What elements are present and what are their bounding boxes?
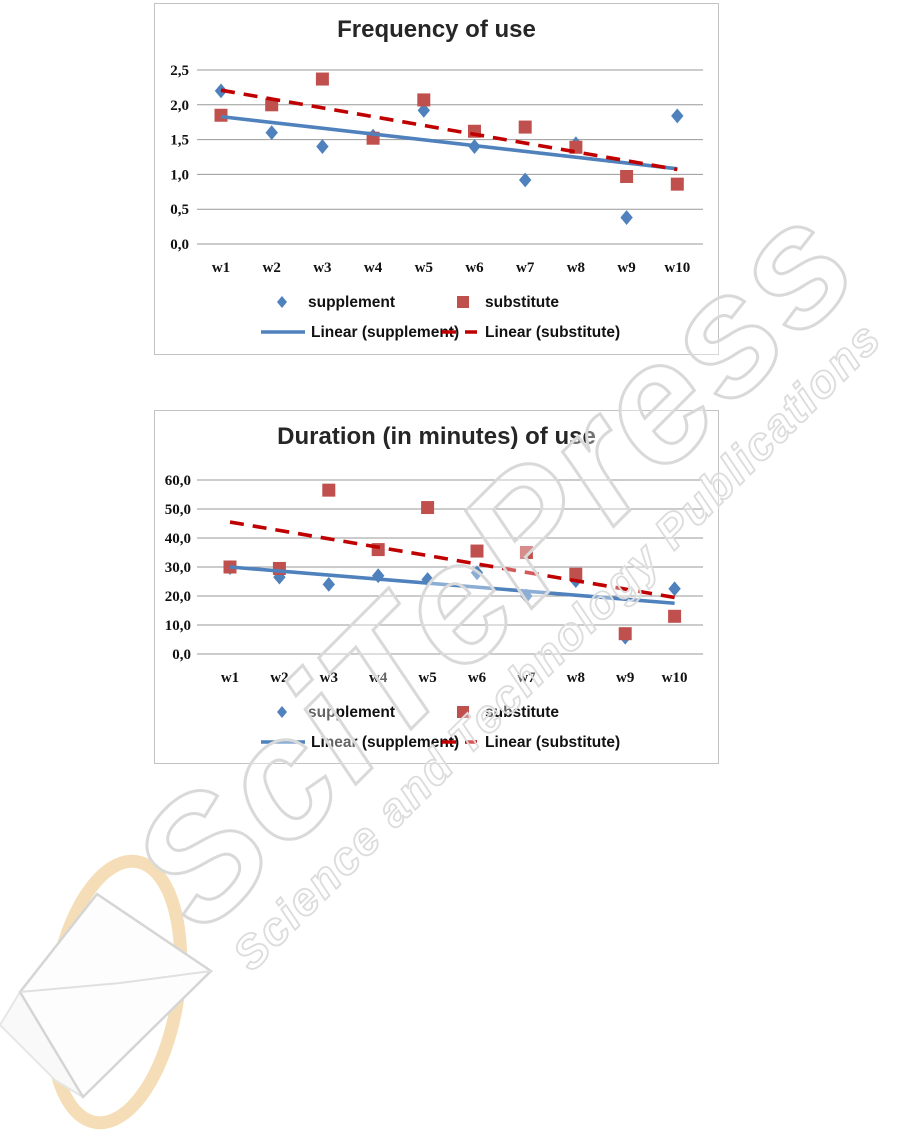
duration-chart-title: Duration (in minutes) of use: [277, 423, 596, 450]
x-tick-label: w9: [617, 260, 635, 276]
x-tick-label: w5: [418, 670, 436, 686]
x-tick-label: w4: [364, 260, 383, 276]
substitute-point-w7: [518, 120, 532, 134]
y-tick-label: 2,5: [170, 63, 189, 79]
legend-supplement-marker: [277, 296, 287, 308]
y-tick-label: 40,0: [165, 531, 191, 547]
substitute-point-w10: [668, 609, 682, 623]
x-tick-label: w6: [465, 260, 484, 276]
supplement-point-w5: [417, 102, 430, 118]
x-tick-label: w7: [516, 260, 535, 276]
x-tick-label: w9: [616, 670, 634, 686]
logo-back-sheet: [0, 990, 84, 1098]
substitute-point-w3: [315, 72, 329, 86]
y-tick-label: 0,0: [170, 237, 189, 253]
x-tick-label: w2: [270, 670, 288, 686]
x-tick-label: w8: [567, 670, 585, 686]
legend-substitute-marker: [457, 706, 469, 718]
y-tick-label: 50,0: [165, 502, 191, 518]
supplement-point-w2: [265, 125, 278, 141]
substitute-point-w6: [470, 544, 484, 558]
substitute-point-w9: [620, 169, 634, 183]
y-tick-label: 1,0: [170, 167, 189, 183]
legend-supplement-label: supplement: [308, 704, 395, 721]
legend-substitute-marker: [457, 296, 469, 308]
supplement-point-w9: [620, 210, 633, 225]
frequency-chart-title: Frequency of use: [337, 16, 536, 43]
substitute-point-w5: [421, 501, 435, 515]
y-tick-label: 2,0: [170, 98, 189, 114]
y-tick-label: 1,5: [170, 133, 189, 149]
legend-substitute-label: substitute: [485, 294, 559, 311]
duration-chart: Duration (in minutes) of use 60,0 50,0 40,…: [154, 410, 719, 764]
trendline-linear-substitute: [229, 520, 675, 600]
x-tick-label: w2: [263, 260, 281, 276]
duration-chart-plot: 60,0 50,0 40,0 30,0 20,0 10,0 0,0 w1 w2 w3 w4 w5 w6 w…: [165, 473, 703, 751]
y-tick-label: 0,5: [170, 202, 189, 218]
substitute-point-w5: [417, 93, 431, 107]
legend-supplement-label: supplement: [308, 294, 395, 311]
publisher-logo: [0, 854, 213, 1130]
legend-linear-substitute-label: Linear (substitute): [485, 734, 620, 751]
supplement-point-w6: [470, 565, 484, 581]
x-tick-label: w3: [313, 260, 331, 276]
substitute-point-w10: [670, 177, 684, 191]
x-tick-label: w10: [664, 260, 690, 276]
y-tick-label: 10,0: [165, 618, 191, 634]
x-tick-label: w6: [468, 670, 487, 686]
legend-supplement-marker: [277, 706, 287, 718]
supplement-point-w10: [671, 108, 684, 124]
legend-substitute-label: substitute: [485, 704, 559, 721]
trendline-linear-supplement: [220, 114, 678, 171]
x-tick-label: w7: [517, 670, 536, 686]
y-tick-label: 30,0: [165, 560, 191, 576]
x-tick-label: w1: [212, 260, 230, 276]
substitute-point-w1: [214, 108, 228, 122]
legend-linear-substitute-label: Linear (substitute): [485, 324, 620, 341]
x-tick-label: w8: [567, 260, 585, 276]
frequency-chart-plot: 2,5 2,0 1,5 1,0 0,5 0,0 w1 w2 w3 w4 w5 w6 w7 w8 w9 w10 s…: [170, 63, 703, 341]
trendline-linear-supplement: [229, 565, 675, 606]
substitute-point-w8: [569, 567, 583, 581]
x-tick-label: w5: [415, 260, 433, 276]
supplement-point-w3: [316, 139, 329, 154]
supplement-point-w3: [322, 577, 335, 592]
x-tick-label: w3: [320, 670, 338, 686]
x-tick-label: w4: [369, 670, 388, 686]
legend-linear-supplement-label: Linear (supplement): [311, 734, 459, 751]
y-tick-label: 60,0: [165, 473, 191, 489]
logo-ring: [44, 854, 188, 1130]
logo-sheet: [18, 892, 213, 1100]
substitute-point-w9: [618, 627, 632, 641]
y-tick-label: 0,0: [172, 647, 191, 663]
substitute-point-w7: [519, 546, 533, 559]
x-tick-label: w10: [662, 670, 688, 686]
x-tick-label: w1: [221, 670, 239, 686]
supplement-point-w10: [668, 581, 681, 597]
trendline-linear-substitute: [220, 88, 678, 172]
substitute-point-w2: [265, 98, 279, 112]
y-tick-label: 20,0: [165, 589, 191, 605]
logo-sheet-crease: [19, 970, 212, 993]
legend-linear-supplement-label: Linear (supplement): [311, 324, 459, 341]
frequency-chart: Frequency of use 2,5 2,0 1,5 1,0 0,5 0,0 w1 w2 w…: [154, 3, 719, 355]
supplement-point-w7: [520, 588, 533, 604]
substitute-point-w3: [322, 483, 336, 497]
